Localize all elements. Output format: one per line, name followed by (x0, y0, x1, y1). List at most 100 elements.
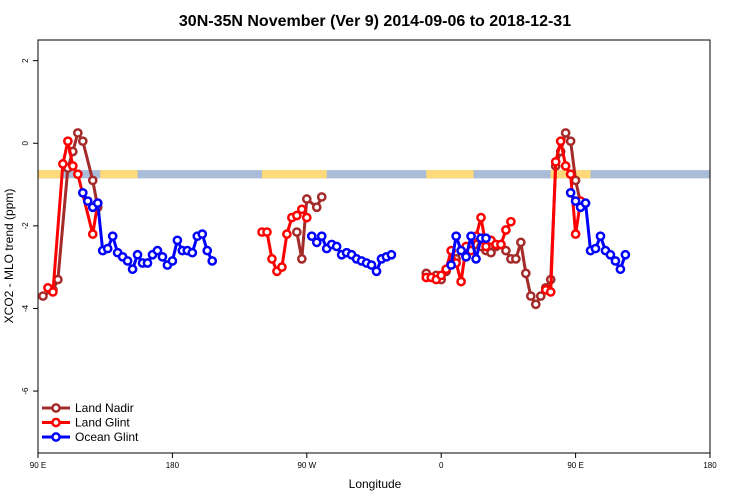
data-point-ocean-glint (77, 187, 88, 198)
data-point-land-glint (301, 212, 312, 223)
data-point-ocean-glint (172, 235, 183, 246)
series-layer (38, 128, 631, 310)
legend-label: Land Nadir (75, 401, 134, 415)
legend-label: Ocean Glint (75, 430, 139, 444)
data-point-land-glint (72, 169, 83, 180)
data-point-land-glint (48, 287, 58, 297)
data-point-ocean-glint (187, 247, 198, 258)
data-point-ocean-glint (446, 260, 457, 270)
data-point-land-glint (277, 262, 287, 272)
data-point-land-nadir (38, 291, 48, 301)
data-point-ocean-glint (451, 231, 461, 242)
data-point-ocean-glint (306, 231, 317, 242)
x-axis-title: Longitude (349, 477, 402, 491)
x-tick-label: 180 (166, 461, 180, 470)
data-point-land-glint (501, 225, 511, 235)
data-point-ocean-glint (167, 256, 178, 266)
data-point-land-glint (550, 156, 561, 167)
data-point-land-nadir (301, 194, 312, 204)
land-band-segment (38, 170, 63, 179)
data-point-land-glint (291, 210, 302, 221)
data-point-ocean-glint (152, 245, 163, 256)
data-point-ocean-glint (366, 260, 377, 270)
y-axis: 2 0 -2 -4 -6 (21, 58, 38, 395)
y-tick-label: 0 (21, 140, 30, 145)
data-point-ocean-glint (481, 233, 491, 244)
x-tick-label: 90 W (297, 461, 316, 470)
data-point-ocean-glint (610, 256, 621, 266)
data-point-land-nadir (525, 291, 536, 301)
x-tick-label: 90 E (30, 461, 46, 470)
data-point-ocean-glint (386, 249, 397, 260)
land-ocean-band (38, 170, 710, 179)
x-tick-label: 0 (439, 461, 444, 470)
data-point-land-glint (496, 239, 506, 250)
data-point-land-glint (58, 159, 68, 169)
legend-swatch-marker (51, 403, 61, 413)
data-point-land-nadir (535, 291, 546, 301)
data-point-land-nadir (77, 136, 88, 147)
data-point-ocean-glint (620, 249, 631, 260)
data-point-ocean-glint (311, 237, 322, 248)
y-tick-label: 2 (21, 58, 30, 63)
series-land-glint (43, 136, 586, 297)
data-point-ocean-glint (371, 266, 382, 277)
y-tick-label: -2 (21, 222, 30, 230)
data-point-land-nadir (311, 202, 322, 213)
data-point-ocean-glint (122, 256, 133, 266)
data-point-land-glint (67, 161, 78, 171)
data-point-ocean-glint (570, 196, 581, 206)
data-point-land-glint (436, 270, 447, 281)
legend-swatch-marker (51, 432, 61, 442)
data-point-ocean-glint (202, 245, 213, 256)
plot-frame (37, 39, 711, 454)
series-ocean-glint (77, 187, 631, 277)
data-point-ocean-glint (157, 251, 168, 262)
data-point-land-nadir (486, 247, 496, 258)
data-point-land-glint (565, 169, 576, 180)
data-point-ocean-glint (605, 249, 616, 260)
data-point-land-glint (267, 254, 277, 264)
data-point-ocean-glint (132, 249, 143, 260)
x-tick-label: 180 (703, 461, 717, 470)
data-point-land-nadir (530, 299, 541, 310)
data-point-ocean-glint (471, 254, 481, 264)
data-point-land-glint (560, 161, 571, 171)
series-line-land-glint (545, 139, 583, 294)
data-point-land-nadir (565, 136, 576, 147)
data-point-ocean-glint (456, 245, 466, 256)
data-point-ocean-glint (590, 243, 601, 254)
data-point-ocean-glint (331, 241, 342, 252)
data-point-land-glint (570, 229, 581, 239)
x-axis: 90 E 180 90 W 0 90 E 180 (30, 453, 717, 470)
legend-swatch-marker (51, 417, 61, 428)
chart-title: 30N-35N November (Ver 9) 2014-09-06 to 2… (179, 13, 571, 30)
data-point-land-glint (282, 229, 292, 239)
data-point-land-glint (545, 287, 556, 297)
data-point-ocean-glint (595, 231, 606, 242)
y-axis-title: XCO2 - MLO trend (ppm) (2, 189, 16, 324)
data-point-land-nadir (72, 128, 83, 138)
data-point-ocean-glint (127, 264, 138, 275)
data-point-land-nadir (316, 192, 327, 202)
data-point-ocean-glint (615, 264, 626, 275)
data-point-land-nadir (515, 237, 526, 248)
data-point-land-glint (63, 136, 73, 147)
data-point-land-glint (476, 212, 486, 223)
data-point-land-nadir (560, 128, 571, 138)
data-point-ocean-glint (580, 198, 591, 208)
data-point-land-nadir (291, 227, 302, 237)
y-tick-label: -6 (21, 387, 30, 395)
legend-label: Land Glint (75, 416, 130, 430)
data-point-land-glint (87, 229, 98, 239)
data-point-land-nadir (511, 254, 521, 264)
data-point-land-glint (296, 204, 307, 215)
data-point-ocean-glint (142, 258, 153, 268)
data-point-land-nadir (520, 268, 531, 279)
data-point-ocean-glint (82, 196, 93, 206)
data-point-ocean-glint (92, 198, 103, 208)
data-point-ocean-glint (207, 256, 218, 266)
land-band-segment (100, 170, 138, 179)
